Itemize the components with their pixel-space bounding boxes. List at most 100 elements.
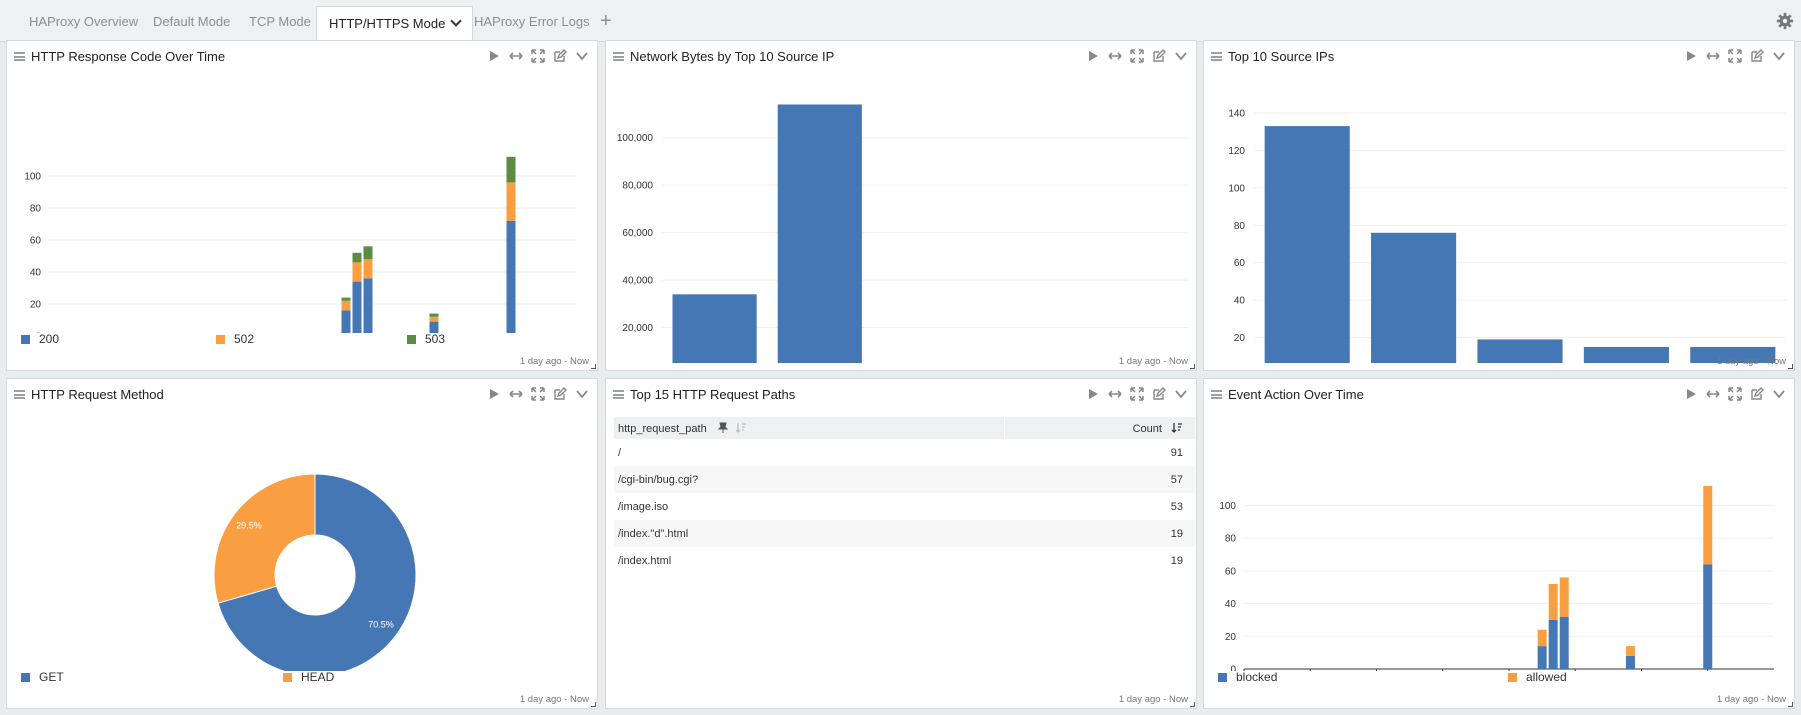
legend-item-502[interactable]: 502 — [216, 332, 254, 346]
panel-event-action: Event Action Over Time 02040608010000:00… — [1203, 378, 1795, 709]
resize-handle-icon[interactable] — [1190, 702, 1195, 707]
sort-desc-icon[interactable] — [1171, 422, 1183, 433]
bar-segment-502 — [352, 262, 362, 282]
edit-icon[interactable] — [553, 49, 567, 63]
tab-haproxy-overview[interactable]: HAProxy Overview — [29, 14, 139, 29]
play-icon[interactable] — [1684, 49, 1698, 63]
time-range-label: 1 day ago - Now — [519, 694, 589, 705]
drag-handle-icon[interactable] — [1211, 52, 1222, 61]
resize-handle-icon[interactable] — [1190, 364, 1195, 369]
expand-horizontal-icon[interactable] — [509, 387, 523, 401]
tab-label: HTTP/HTTPS Mode — [329, 16, 446, 31]
panel-header: HTTP Response Code Over Time — [7, 41, 597, 71]
play-icon[interactable] — [1086, 49, 1100, 63]
bar — [1477, 339, 1563, 363]
count-cell: 19 — [1004, 547, 1195, 574]
network-bytes-chart: 020,00040,00060,00080,000100,000127.0.0.… — [617, 104, 1188, 363]
table-row[interactable]: /cgi-bin/bug.cgi? 57 — [614, 466, 1195, 493]
legend-label: allowed — [1526, 670, 1567, 684]
drag-handle-icon[interactable] — [14, 52, 25, 61]
edit-icon[interactable] — [1750, 49, 1764, 63]
y-tick-label: 20 — [1225, 632, 1237, 643]
resize-handle-icon[interactable] — [591, 364, 596, 369]
legend-label: 503 — [425, 332, 446, 346]
legend-item-503[interactable]: 503 — [407, 332, 445, 346]
top-source-ips-chart: 020406080100120140127.0.0.110.0.1.210.0.… — [1228, 109, 1786, 363]
legend-item-200[interactable]: 200 — [21, 332, 59, 346]
play-icon[interactable] — [487, 387, 501, 401]
donut-slice-get — [217, 473, 417, 671]
chevron-down-icon[interactable] — [1174, 49, 1188, 63]
resize-handle-icon[interactable] — [1788, 702, 1793, 707]
y-tick-label: 100 — [1228, 183, 1245, 194]
time-range-label: 1 day ago - Now — [1118, 694, 1188, 705]
sort-icon[interactable] — [735, 422, 747, 433]
expand-horizontal-icon[interactable] — [1706, 49, 1720, 63]
legend-item-allowed[interactable]: allowed — [1508, 670, 1567, 684]
tab-tcp-mode[interactable]: TCP Mode — [249, 14, 311, 29]
expand-horizontal-icon[interactable] — [1108, 49, 1122, 63]
drag-handle-icon[interactable] — [613, 390, 624, 399]
edit-icon[interactable] — [1750, 387, 1764, 401]
chevron-down-icon[interactable] — [575, 49, 589, 63]
chevron-down-icon[interactable] — [1174, 387, 1188, 401]
table-row[interactable]: /index."d".html 19 — [614, 520, 1195, 547]
table-row[interactable]: /91 — [614, 439, 1195, 466]
expand-horizontal-icon[interactable] — [509, 49, 523, 63]
fullscreen-icon[interactable] — [1728, 387, 1742, 401]
panel-title: Top 10 Source IPs — [1228, 49, 1335, 64]
column-header-path[interactable]: http_request_path — [614, 417, 1005, 439]
edit-icon[interactable] — [1152, 387, 1166, 401]
chart-legend: 200 502 503 — [21, 332, 583, 348]
chevron-down-icon[interactable] — [450, 15, 462, 27]
bar — [1690, 346, 1776, 363]
add-tab-button[interactable]: + — [600, 10, 612, 32]
fullscreen-icon[interactable] — [531, 49, 545, 63]
expand-horizontal-icon[interactable] — [1706, 387, 1720, 401]
y-tick-label: 40,000 — [622, 276, 653, 287]
legend-item-head[interactable]: HEAD — [283, 670, 334, 684]
y-tick-label: 0 — [1230, 665, 1236, 672]
chevron-down-icon[interactable] — [575, 387, 589, 401]
tab-http-https-mode[interactable]: HTTP/HTTPS Mode — [316, 6, 474, 43]
table-row[interactable]: /image.iso 53 — [614, 493, 1195, 520]
drag-handle-icon[interactable] — [1211, 390, 1222, 399]
fullscreen-icon[interactable] — [1130, 387, 1144, 401]
drag-handle-icon[interactable] — [14, 390, 25, 399]
gear-icon[interactable] — [1776, 12, 1794, 30]
expand-horizontal-icon[interactable] — [1108, 387, 1122, 401]
fullscreen-icon[interactable] — [1728, 49, 1742, 63]
tab-haproxy-error-logs[interactable]: HAProxy Error Logs — [474, 14, 590, 29]
drag-handle-icon[interactable] — [613, 52, 624, 61]
bar-segment-503 — [352, 252, 362, 263]
column-header-count[interactable]: Count — [1004, 417, 1195, 439]
y-tick-label: 100 — [24, 172, 41, 183]
chevron-down-icon[interactable] — [1772, 49, 1786, 63]
fullscreen-icon[interactable] — [531, 387, 545, 401]
bar-segment-allowed — [1559, 577, 1569, 617]
edit-icon[interactable] — [553, 387, 567, 401]
bar-segment-503 — [506, 156, 516, 183]
edit-icon[interactable] — [1152, 49, 1166, 63]
legend-label: blocked — [1236, 670, 1278, 684]
play-icon[interactable] — [1684, 387, 1698, 401]
resize-handle-icon[interactable] — [1788, 364, 1793, 369]
play-icon[interactable] — [487, 49, 501, 63]
fullscreen-icon[interactable] — [1130, 49, 1144, 63]
resize-handle-icon[interactable] — [591, 702, 596, 707]
tab-default-mode[interactable]: Default Mode — [153, 14, 231, 29]
bar-segment-502 — [429, 316, 439, 322]
table-row[interactable]: /index.html 19 — [614, 547, 1195, 574]
pin-icon[interactable] — [717, 422, 728, 433]
panel-top-source-ips: Top 10 Source IPs 020406080100120140127.… — [1203, 40, 1795, 371]
panel-title: HTTP Response Code Over Time — [31, 49, 226, 64]
legend-item-blocked[interactable]: blocked — [1218, 670, 1277, 684]
column-label: http_request_path — [618, 422, 707, 435]
legend-item-get[interactable]: GET — [21, 670, 64, 684]
play-icon[interactable] — [1086, 387, 1100, 401]
panel-toolbar — [1684, 48, 1786, 64]
chevron-down-icon[interactable] — [1772, 387, 1786, 401]
y-tick-label: 0 — [35, 332, 41, 334]
y-tick-label: 80 — [1225, 534, 1237, 545]
time-range-label: 1 day ago - Now — [1118, 356, 1188, 367]
